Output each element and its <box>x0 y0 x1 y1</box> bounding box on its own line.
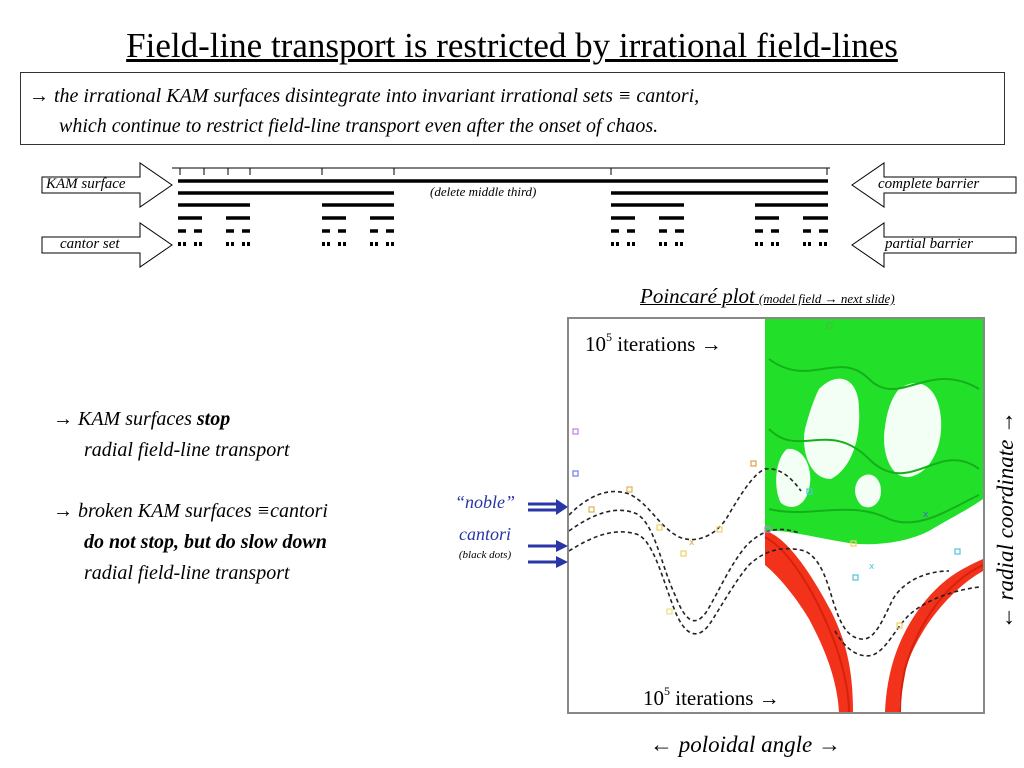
partial-barrier-label: partial barrier <box>885 236 973 252</box>
iterations-top-exp: 5 <box>606 330 612 344</box>
poincare-plot: x x x <box>567 317 985 714</box>
iterations-top-text: iterations → <box>617 332 722 356</box>
noble-cantori-curves <box>569 467 980 657</box>
kam-surface-label: KAM surface <box>46 176 126 192</box>
noble-label: “noble” <box>454 492 515 512</box>
bullet-2-line-1: → broken KAM surfaces ≡cantori <box>53 496 328 527</box>
bullet-2-text: broken KAM surfaces ≡cantori <box>78 500 328 522</box>
cantor-level-6 <box>178 242 827 246</box>
red-chaotic-region <box>764 531 983 712</box>
iterations-bottom-base: 10 <box>643 686 664 710</box>
summary-line-2: which continue to restrict field-line tr… <box>59 115 659 137</box>
bullet-2: → broken KAM surfaces ≡cantori do not st… <box>53 496 328 589</box>
bullet-1-line-1: → KAM surfaces stop <box>53 404 290 435</box>
poloidal-angle-label: ← poloidal angle → <box>650 732 842 757</box>
partial-barrier-arrow <box>851 222 1017 268</box>
noble-arrow-1 <box>528 499 568 515</box>
arrow-icon: → <box>53 500 73 522</box>
iterations-top-base: 10 <box>585 332 606 356</box>
iterations-bottom-exp: 5 <box>664 684 670 698</box>
bullet-2-bold: do not stop, but do slow down <box>84 531 327 553</box>
bullet-1-text: KAM surfaces <box>78 408 197 430</box>
bullet-1-line-2: radial field-line transport <box>84 439 290 461</box>
svg-text:x: x <box>869 562 875 572</box>
svg-text:x: x <box>923 510 929 520</box>
scatter-markers: x x x <box>572 322 961 629</box>
summary-line-1: → the irrational KAM surfaces disintegra… <box>29 85 699 108</box>
plot-title: Poincaré plot <box>640 284 755 308</box>
bullet-1: → KAM surfaces stop radial field-line tr… <box>53 404 290 466</box>
green-chaotic-region <box>765 319 983 545</box>
noble-arrow-2 <box>528 540 568 552</box>
plot-title-row: Poincaré plot (model field → next slide) <box>640 284 895 309</box>
cantor-diagram <box>41 162 1017 268</box>
arrow-icon: → <box>53 408 73 430</box>
iterations-bottom-label: 105 iterations → <box>640 684 783 711</box>
iterations-top-label: 105 iterations → <box>582 330 725 357</box>
summary-text-1: the irrational KAM surfaces disintegrate… <box>54 85 700 107</box>
bullet-2-line-3: radial field-line transport <box>84 562 290 584</box>
iterations-bottom-text: iterations → <box>675 686 780 710</box>
bullet-1-bold: stop <box>196 408 231 430</box>
cantori-label: cantori <box>459 524 511 544</box>
reference-line <box>172 167 830 175</box>
svg-text:x: x <box>689 538 695 548</box>
noble-arrow-3 <box>528 556 568 568</box>
cantor-set-label: cantor set <box>60 236 120 252</box>
complete-barrier-label: complete barrier <box>878 176 980 192</box>
noble-arrows <box>528 499 568 568</box>
summary-box: → the irrational KAM surfaces disintegra… <box>20 72 1005 145</box>
black-dots-note: (black dots) <box>458 549 512 561</box>
page-title: Field-line transport is restricted by ir… <box>126 26 898 65</box>
arrow-icon: → <box>29 85 49 107</box>
delete-middle-third-note: (delete middle third) <box>430 184 537 199</box>
cantor-set-arrow <box>41 222 173 268</box>
plot-subtitle: (model field → next slide) <box>758 291 895 306</box>
poincare-plot-canvas: x x x <box>569 319 983 712</box>
radial-coordinate-label: ← radial coordinate → <box>993 410 1018 630</box>
complete-barrier-arrow <box>851 162 1017 208</box>
kam-surface-arrow <box>41 162 173 208</box>
